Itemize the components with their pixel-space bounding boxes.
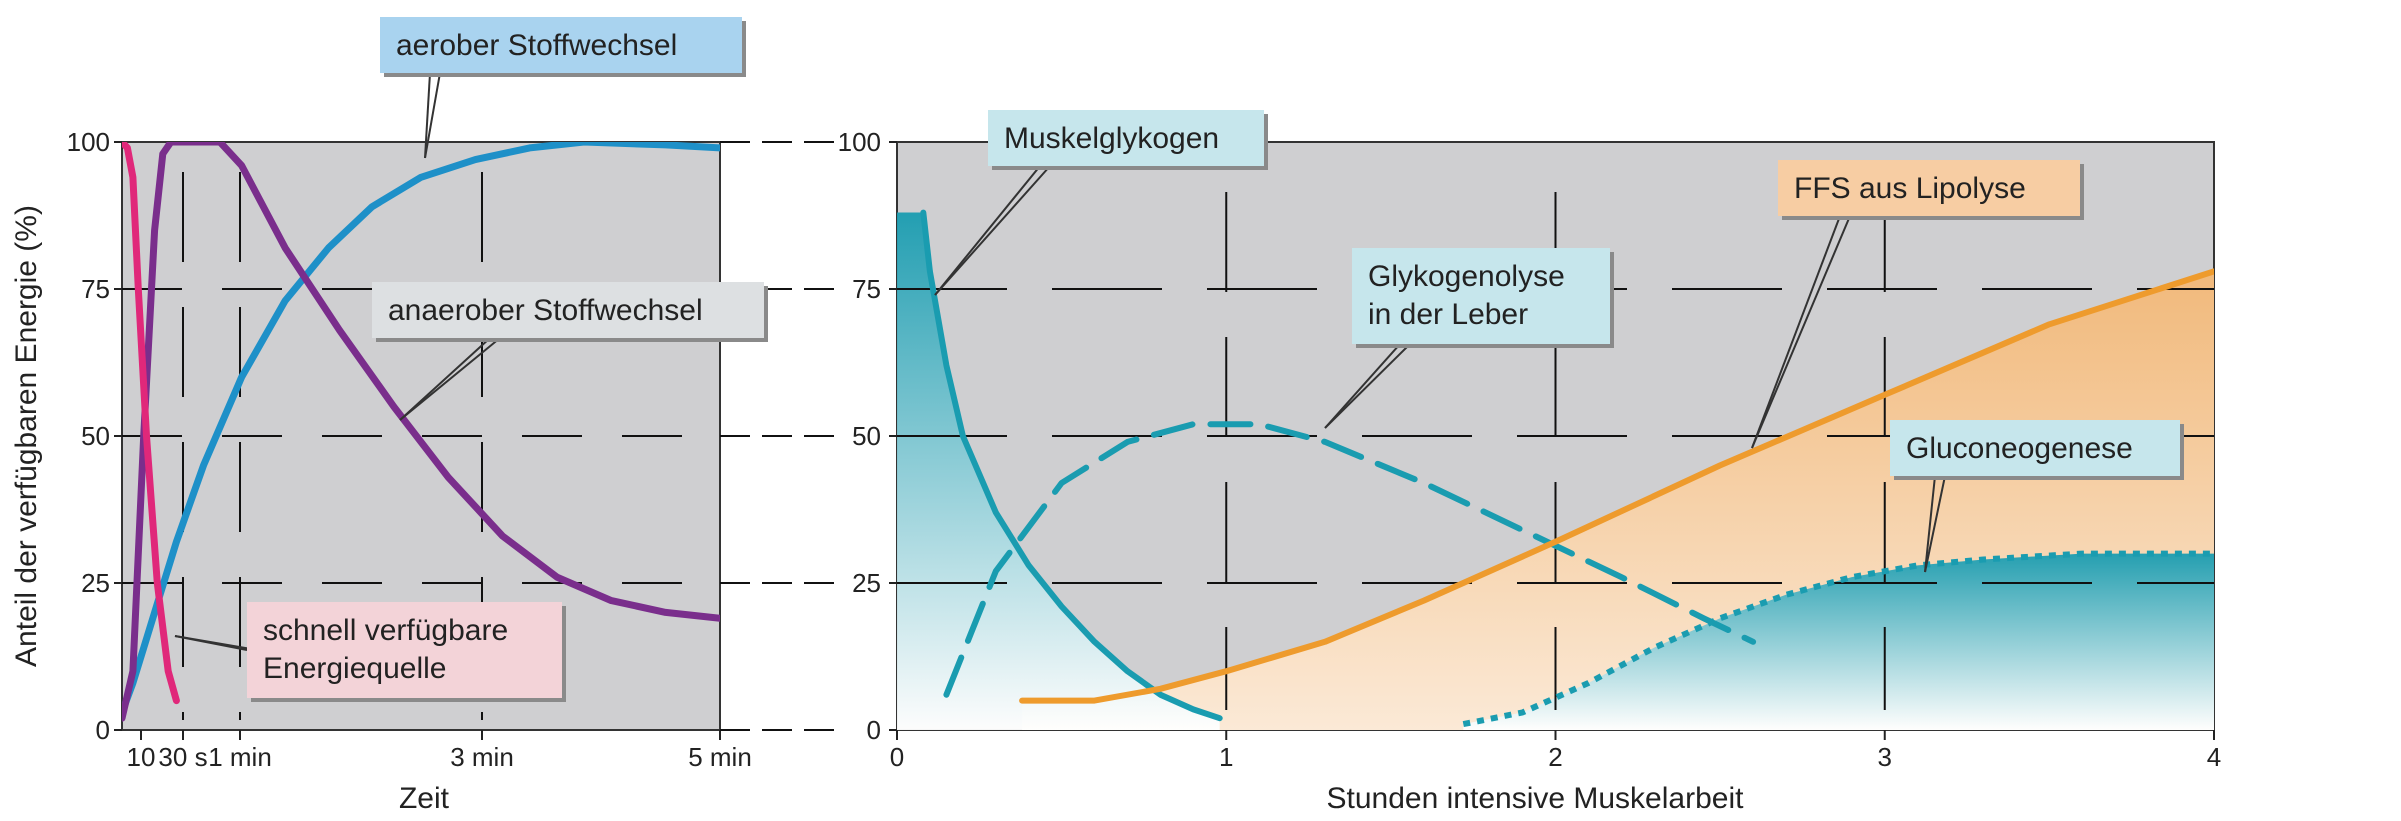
left-series <box>122 142 720 722</box>
label-glykogenolyse-leber-leader-2 <box>1324 343 1411 429</box>
label-anaerober-stoffwechsel: anaerober Stoffwechsel <box>372 282 768 421</box>
right-ytick-label-75: 75 <box>852 274 881 304</box>
label-anaerober-stoffwechsel-leader-2 <box>399 337 501 421</box>
left-x-axis-title: Zeit <box>399 782 450 815</box>
right-area-fills <box>897 212 2214 730</box>
label-ffs-lipolyse: FFS aus Lipolyse <box>1751 160 2084 449</box>
label-aerober-stoffwechsel-leader <box>424 72 431 159</box>
label-muskelglykogen-leader <box>934 165 1041 296</box>
label-gluconeogenese-leader <box>1924 475 1936 573</box>
label-schnell-energiequelle-box <box>247 602 562 698</box>
right-y-ticks: 0 25 50 75 100 <box>838 127 897 745</box>
annotations: aerober Stoffwechsel anaerober Stoffwechs… <box>174 17 2184 702</box>
left-y-ticks: 0 25 50 75 100 <box>67 127 122 745</box>
right-xtick-label-0: 0 <box>890 742 904 772</box>
series-line-anaerob <box>122 142 720 722</box>
label-aerober-stoffwechsel: aerober Stoffwechsel <box>380 17 746 159</box>
area-muskelglykogen <box>897 212 1220 730</box>
right-xtick-label-3: 3 <box>1878 742 1892 772</box>
label-ffs-lipolyse-leader <box>1751 215 1841 449</box>
label-gluconeogenese-box <box>1890 420 2180 476</box>
series-line-schnell <box>122 142 180 705</box>
right-series <box>920 209 2214 728</box>
left-xtick-label-4: 5 min <box>688 742 752 772</box>
label-muskelglykogen-box <box>988 110 1264 166</box>
left-ytick-label-75: 75 <box>81 274 110 304</box>
series-line-ffs-lipolyse <box>1019 268 2214 704</box>
left-y-axis-title: Anteil der verfügbaren Energie (%) <box>10 205 43 667</box>
label-schnell-energiequelle: schnell verfügbare Energiequelle <box>174 602 566 702</box>
left-ytick-label-50: 50 <box>81 421 110 451</box>
label-schnell-energiequelle-leader-2 <box>174 635 258 651</box>
right-ytick-label-100: 100 <box>838 127 881 157</box>
label-glykogenolyse-leber-box <box>1352 248 1610 344</box>
label-glykogenolyse-leber-leader <box>1324 343 1401 429</box>
label-anaerober-stoffwechsel-text-0: anaerober Stoffwechsel <box>388 294 703 327</box>
right-xtick-label-1: 1 <box>1219 742 1233 772</box>
left-ytick-label-100: 100 <box>67 127 110 157</box>
left-xtick-label-2: 1 min <box>208 742 272 772</box>
label-muskelglykogen: Muskelglykogen <box>934 110 1268 296</box>
right-xtick-label-2: 2 <box>1548 742 1562 772</box>
label-muskelglykogen-leader-2 <box>934 165 1051 296</box>
label-aerober-stoffwechsel-box <box>380 17 742 73</box>
label-gluconeogenese-leader-2 <box>1924 475 1946 573</box>
left-xtick-label-0: 10 <box>127 742 156 772</box>
label-glykogenolyse-leber-text-1: in der Leber <box>1368 298 1528 331</box>
right-ytick-label-50: 50 <box>852 421 881 451</box>
label-ffs-lipolyse-leader-2 <box>1751 215 1851 449</box>
label-schnell-energiequelle-text-0: schnell verfügbare <box>263 614 508 647</box>
label-anaerober-stoffwechsel-box <box>372 282 764 338</box>
label-glykogenolyse-leber: Glykogenolyse in der Leber <box>1324 248 1614 429</box>
label-anaerober-stoffwechsel-leader <box>399 337 491 421</box>
label-ffs-lipolyse-text-0: FFS aus Lipolyse <box>1794 172 2026 205</box>
right-ytick-label-0: 0 <box>867 715 881 745</box>
left-ytick-label-25: 25 <box>81 568 110 598</box>
left-xtick-label-1: 30 s <box>158 742 207 772</box>
label-ffs-lipolyse-box <box>1778 160 2080 216</box>
label-glykogenolyse-leber-text-0: Glykogenolyse <box>1368 260 1565 293</box>
series-line-glykogenolyse-leber <box>943 421 1757 698</box>
left-xtick-label-3: 3 min <box>450 742 514 772</box>
panel-bridge-lines <box>720 141 839 731</box>
left-ytick-label-0: 0 <box>96 715 110 745</box>
right-ytick-label-25: 25 <box>852 568 881 598</box>
right-xtick-label-4: 4 <box>2207 742 2221 772</box>
series-line-muskelglykogen <box>920 209 1223 722</box>
label-schnell-energiequelle-text-1: Energiequelle <box>263 652 446 685</box>
right-x-axis-title: Stunden intensive Muskelarbeit <box>1327 782 1745 815</box>
label-aerober-stoffwechsel-text-0: aerober Stoffwechsel <box>396 29 677 62</box>
series-line-aerob <box>122 142 720 716</box>
label-gluconeogenese-text-0: Gluconeogenese <box>1906 432 2133 465</box>
label-aerober-stoffwechsel-leader-2 <box>424 72 441 159</box>
area-gluconeogenese <box>1463 553 2214 730</box>
label-muskelglykogen-text-0: Muskelglykogen <box>1004 122 1219 155</box>
label-gluconeogenese: Gluconeogenese <box>1890 420 2184 573</box>
right-x-ticks: 0 1 2 3 4 <box>890 730 2221 772</box>
